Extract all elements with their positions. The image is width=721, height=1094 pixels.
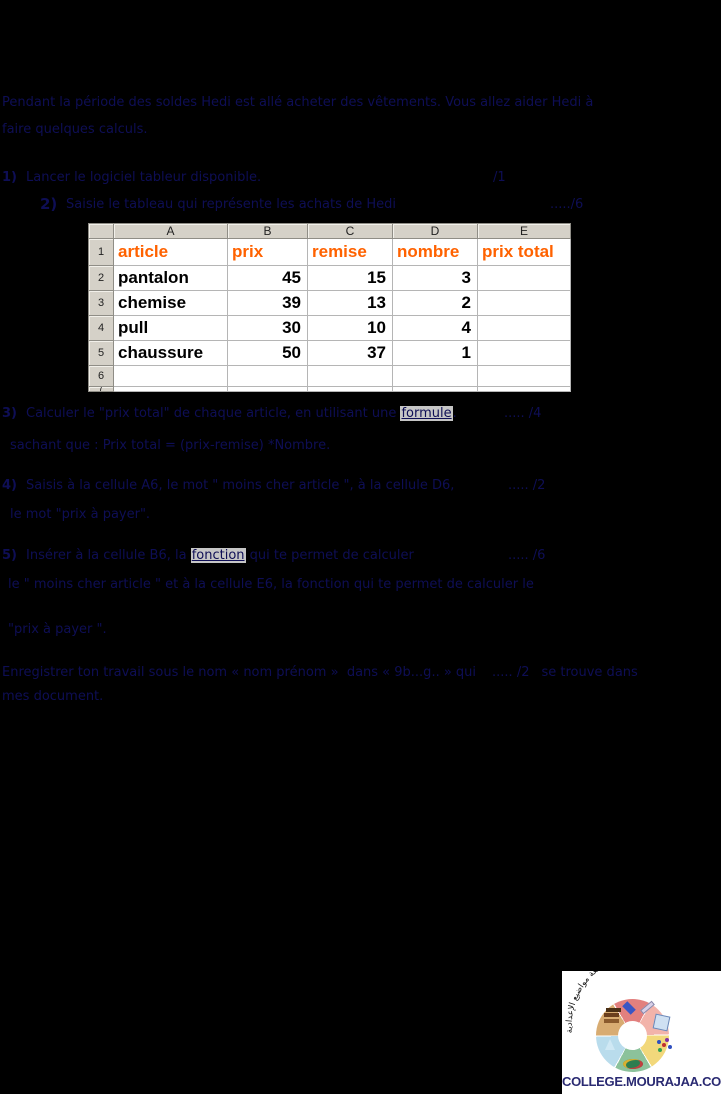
cell-A4: pull: [113, 315, 228, 341]
logo-ring-hole: [618, 1021, 647, 1050]
item-3-mark: ..... /4: [504, 406, 542, 421]
cell-A5: chaussure: [113, 340, 228, 366]
table-row: 5 chaussure 50 37 1: [88, 340, 571, 366]
save-instruction-line-2: mes document.: [2, 689, 104, 704]
item-2-text: Saisie le tableau qui représente les ach…: [66, 197, 397, 212]
cell-E7: [477, 386, 571, 392]
save-pre: Enregistrer ton travail sous le nom « no…: [2, 665, 477, 680]
col-header-C: C: [307, 223, 393, 239]
item-3-post: .: [452, 406, 457, 421]
table-row: 2 pantalon 45 15 3: [88, 265, 571, 291]
cell-B5: 50: [227, 340, 308, 366]
cell-E5: [477, 340, 571, 366]
cell-C2: 15: [307, 265, 393, 291]
row-number: 7: [88, 386, 114, 392]
cell-E2: [477, 265, 571, 291]
col-header-D: D: [392, 223, 478, 239]
save-mark: ..... /2: [492, 665, 530, 680]
item-3-text: Calculer le "prix total" de chaque artic…: [26, 406, 457, 421]
item-5-line-3: "prix à payer ".: [8, 622, 107, 637]
cell-A2: pantalon: [113, 265, 228, 291]
table-row: 3 chemise 39 13 2: [88, 290, 571, 316]
item-5-text: Insérer à la cellule B6, la fonction qui…: [26, 548, 414, 563]
item-3-pre: Calculer le "prix total" de chaque artic…: [26, 406, 401, 421]
cell-D3: 2: [392, 290, 478, 316]
cell-A1: article: [113, 238, 228, 266]
item-3-number: 3): [2, 406, 17, 421]
arabic-arc-text: موقع مراجعة مواضيع الإعدادية: [565, 971, 633, 1034]
item-5-pre: Insérer à la cellule B6, la: [26, 548, 191, 563]
cell-D4: 4: [392, 315, 478, 341]
row-number: 5: [88, 340, 114, 366]
cell-B2: 45: [227, 265, 308, 291]
cell-E3: [477, 290, 571, 316]
cell-B6: [227, 365, 308, 387]
col-header-B: B: [227, 223, 308, 239]
item-5-line-2: le " moins cher article " et à la cellul…: [8, 577, 534, 592]
cell-D5: 1: [392, 340, 478, 366]
item-1-mark: /1: [493, 170, 506, 185]
row-number: 6: [88, 365, 114, 387]
cell-E4: [477, 315, 571, 341]
svg-text:موقع مراجعة مواضيع الإعدادية: موقع مراجعة مواضيع الإعدادية: [565, 971, 633, 1034]
books-icon: [604, 1013, 619, 1017]
table-row: 4 pull 30 10 4: [88, 315, 571, 341]
save-instruction-line-1: Enregistrer ton travail sous le nom « no…: [2, 665, 638, 680]
item-5-mark: ..... /6: [508, 548, 546, 563]
cell-A7: [113, 386, 228, 392]
cell-B4: 30: [227, 315, 308, 341]
row-number: 3: [88, 290, 114, 316]
cell-D2: 3: [392, 265, 478, 291]
item-1-text: Lancer le logiciel tableur disponible.: [26, 170, 262, 185]
cell-C4: 10: [307, 315, 393, 341]
item-4-text: Saisis à la cellule A6, le mot " moins c…: [26, 478, 455, 493]
molecule-icon: [662, 1043, 666, 1047]
item-1-number: 1): [2, 170, 17, 185]
cell-C3: 13: [307, 290, 393, 316]
col-header-A: A: [113, 223, 228, 239]
table-row-clipped: 7: [88, 386, 571, 392]
item-3-line-2: sachant que : Prix total = (prix-remise)…: [10, 438, 331, 453]
intro-line-2: faire quelques calculs.: [2, 122, 148, 137]
cell-C7: [307, 386, 393, 392]
item-5-post: qui te permet de calculer: [245, 548, 414, 563]
intro-line-1: Pendant la période des soldes Hedi est a…: [2, 95, 594, 110]
cell-E1: prix total: [477, 238, 571, 266]
column-header-row: A B C D E: [88, 223, 571, 239]
row-number: 4: [88, 315, 114, 341]
item-2-mark: ...../6: [550, 197, 584, 212]
item-4-line-2: le mot "prix à payer".: [10, 507, 151, 522]
cell-C1: remise: [307, 238, 393, 266]
cell-D7: [392, 386, 478, 392]
row-number: 2: [88, 265, 114, 291]
item-2-number: 2): [40, 195, 58, 213]
palette-icon: [623, 1059, 643, 1069]
cell-A6: [113, 365, 228, 387]
cell-B1: prix: [227, 238, 308, 266]
cell-B7: [227, 386, 308, 392]
row-number: 1: [88, 238, 114, 266]
item-4-number: 4): [2, 478, 17, 493]
cell-D1: nombre: [392, 238, 478, 266]
table-row: 6: [88, 365, 571, 387]
college-mourajaa-logo: موقع مراجعة مواضيع الإعدادية COLLEGE.MOU…: [562, 971, 721, 1094]
cell-E6: [477, 365, 571, 387]
cell-D6: [392, 365, 478, 387]
corner-cell: [88, 223, 114, 239]
table-row: 1 article prix remise nombre prix total: [88, 238, 571, 266]
item-3-highlight-formule: formule: [400, 406, 453, 421]
col-header-E: E: [477, 223, 571, 239]
cell-C5: 37: [307, 340, 393, 366]
flask-icon: [605, 1039, 615, 1050]
cell-C6: [307, 365, 393, 387]
item-5-number: 5): [2, 548, 17, 563]
save-post: se trouve dans: [541, 665, 638, 680]
item-5-highlight-fonction: fonction: [190, 548, 246, 563]
cell-A3: chemise: [113, 290, 228, 316]
cell-B3: 39: [227, 290, 308, 316]
spreadsheet-table: A B C D E 1 article prix remise nombre p…: [88, 223, 571, 392]
item-4-mark: ..... /2: [508, 478, 546, 493]
site-url-text: COLLEGE.MOURAJAA.COM: [562, 1074, 721, 1089]
